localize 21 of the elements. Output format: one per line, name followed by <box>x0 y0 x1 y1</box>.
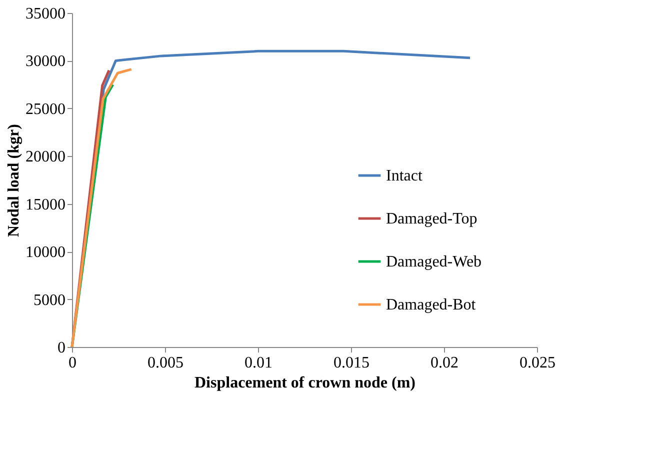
y-tick-label: 15000 <box>26 196 66 214</box>
y-tick-label: 25000 <box>26 100 66 118</box>
x-tick-label: 0.02 <box>430 354 458 372</box>
y-tick-label: 10000 <box>26 244 66 262</box>
y-axis-title: Nodal load (kgr) <box>6 124 22 237</box>
legend-label: Damaged-Top <box>386 210 478 228</box>
x-tick-label: 0.015 <box>334 354 370 372</box>
legend-label: Damaged-Web <box>386 254 482 270</box>
legend-label: Intact <box>386 168 423 184</box>
y-tick-label: 30000 <box>26 53 66 70</box>
legend-label: Damaged-Bot <box>386 296 476 314</box>
x-axis-title: Displacement of crown node (m) <box>194 374 416 392</box>
x-tick-label: 0.005 <box>148 354 184 372</box>
y-tick-label: 0 <box>58 340 66 356</box>
y-tick-label: 35000 <box>26 6 66 22</box>
y-tick-label: 5000 <box>34 292 66 309</box>
line-series <box>70 68 133 348</box>
x-tick-label: 0.025 <box>520 354 556 372</box>
x-tick-label: 0.01 <box>244 354 272 372</box>
x-tick-label: 0 <box>68 354 76 372</box>
y-tick-label: 20000 <box>26 148 66 166</box>
